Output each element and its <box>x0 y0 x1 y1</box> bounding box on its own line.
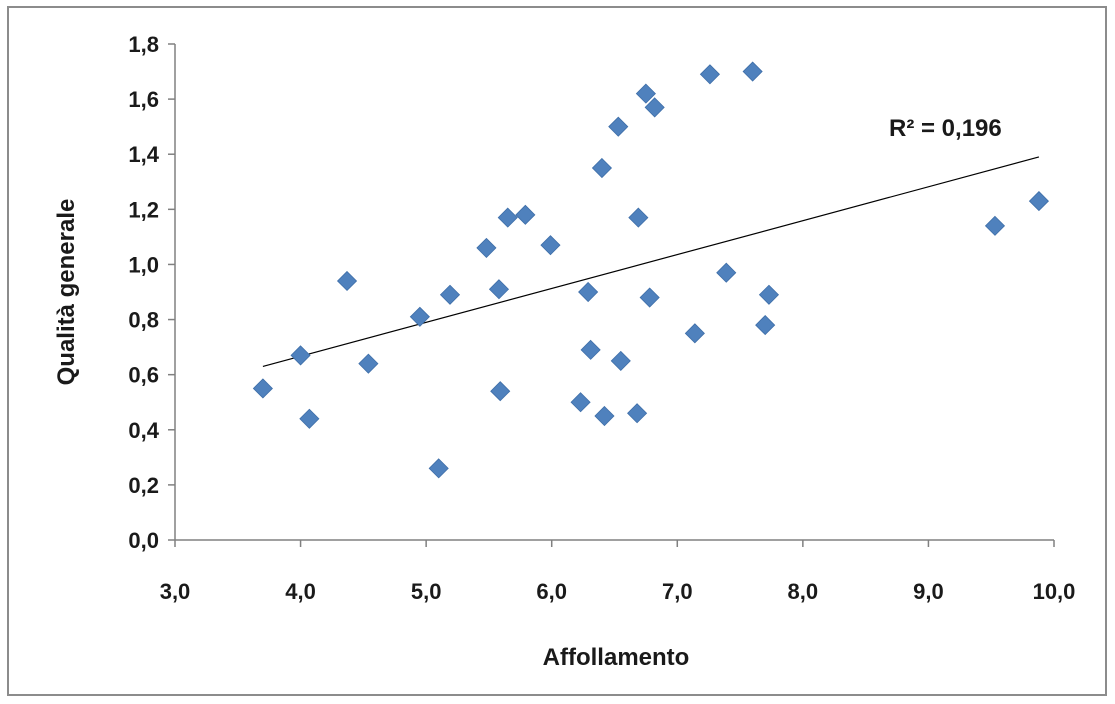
y-tick-label: 0,2 <box>128 473 159 498</box>
data-point <box>570 392 591 413</box>
data-point <box>594 405 615 427</box>
y-tick-label: 0,8 <box>128 308 159 333</box>
data-point <box>984 215 1006 236</box>
y-axis: 0,0 0,2 0,4 0,6 0,8 1,0 1,2 1,4 1,6 1,8 <box>128 32 176 553</box>
chart-frame <box>7 6 1107 696</box>
data-points <box>252 61 1049 479</box>
y-axis-title: Qualità generale <box>53 199 80 386</box>
data-point <box>488 279 510 300</box>
data-point <box>699 64 720 85</box>
data-point <box>515 204 536 225</box>
data-point <box>635 83 656 104</box>
data-point <box>428 458 449 479</box>
data-point <box>540 235 561 256</box>
data-point <box>758 284 780 305</box>
data-point <box>476 237 497 258</box>
x-tick-label: 9,0 <box>913 579 944 604</box>
y-tick-label: 1,2 <box>128 197 159 222</box>
x-tick-label: 5,0 <box>411 579 442 604</box>
y-tick-label: 0,4 <box>128 418 159 443</box>
x-axis: 3,0 4,0 5,0 6,0 7,0 8,0 9,0 10,0 <box>160 539 1076 604</box>
x-tick-label: 10,0 <box>1033 579 1076 604</box>
x-axis-title: Affollamento <box>543 644 690 671</box>
data-point <box>610 350 631 371</box>
data-point <box>628 207 649 228</box>
data-point <box>608 116 629 137</box>
data-point <box>627 403 648 424</box>
data-point <box>755 315 776 336</box>
data-point <box>299 408 320 429</box>
data-point <box>684 323 705 344</box>
y-tick-label: 1,8 <box>128 32 159 57</box>
x-tick-label: 3,0 <box>160 579 191 604</box>
r-squared-label: R² = 0,196 <box>889 115 1002 142</box>
y-tick-label: 0,0 <box>128 528 159 553</box>
data-point <box>358 353 379 374</box>
data-point <box>644 97 665 118</box>
data-point <box>1028 191 1049 212</box>
x-tick-label: 6,0 <box>536 579 567 604</box>
data-point <box>409 306 430 327</box>
data-point <box>742 61 763 82</box>
data-point <box>497 207 518 228</box>
y-tick-label: 1,4 <box>128 142 159 167</box>
x-tick-label: 4,0 <box>285 579 316 604</box>
data-point <box>591 157 613 179</box>
x-tick-label: 8,0 <box>788 579 819 604</box>
x-tick-label: 7,0 <box>662 579 693 604</box>
data-point <box>290 345 311 366</box>
y-tick-label: 0,6 <box>128 363 159 388</box>
data-point <box>578 281 599 303</box>
data-point <box>336 270 358 292</box>
data-point <box>639 287 660 308</box>
data-point <box>580 339 601 360</box>
y-tick-label: 1,6 <box>128 87 159 112</box>
data-point <box>490 381 511 402</box>
trendline <box>262 156 1040 367</box>
trendline-group <box>262 156 1040 367</box>
data-point <box>252 378 273 399</box>
data-point <box>716 262 737 283</box>
data-point <box>439 284 461 305</box>
y-tick-label: 1,0 <box>128 252 159 277</box>
